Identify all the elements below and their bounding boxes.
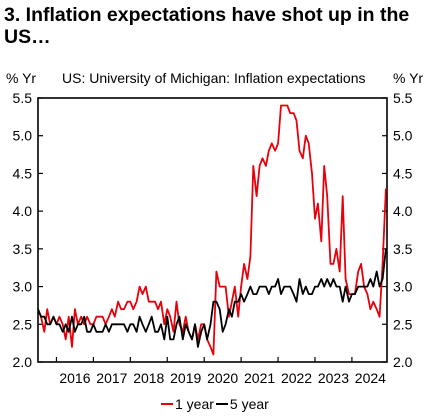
y-tick-label-left: 3.0 xyxy=(13,279,33,295)
y-tick-label-left: 2.0 xyxy=(13,354,33,370)
series-line-1-year xyxy=(37,104,387,356)
plot-frame xyxy=(37,97,388,363)
legend-label-1-year: 1 year xyxy=(175,396,214,412)
x-tick-label: 2016 xyxy=(59,370,90,386)
y-tick-label-left: 4.5 xyxy=(13,165,33,181)
y-tick-label-right: 3.5 xyxy=(393,241,413,257)
legend-swatch-5-year xyxy=(215,403,228,405)
left-axis-unit: % Yr xyxy=(6,70,37,86)
y-tick-label-right: 2.0 xyxy=(393,354,413,370)
y-tick-label-right: 4.0 xyxy=(393,203,413,219)
chart-title: 3. Inflation expectations have shot up i… xyxy=(4,4,410,48)
y-tick-label-right: 3.0 xyxy=(393,279,413,295)
right-axis-unit: % Yr xyxy=(393,70,424,86)
y-tick-label-right: 5.0 xyxy=(393,128,413,144)
y-tick-label-left: 4.0 xyxy=(13,203,33,219)
x-tick-label: 2023 xyxy=(318,370,349,386)
y-tick-label-left: 2.5 xyxy=(13,316,33,332)
y-tick-label-right: 4.5 xyxy=(393,165,413,181)
y-tick-label-left: 5.5 xyxy=(13,90,33,106)
chart-subtitle: US: University of Michigan: Inflation ex… xyxy=(62,70,366,86)
x-tick-label: 2018 xyxy=(133,370,164,386)
y-tick-label-right: 5.5 xyxy=(393,90,413,106)
legend: 1 year 5 year xyxy=(161,396,271,412)
y-tick-label-left: 3.5 xyxy=(13,241,33,257)
x-tick-label: 2020 xyxy=(207,370,238,386)
legend-item-5-year: 5 year xyxy=(215,396,269,412)
x-tick-label: 2019 xyxy=(170,370,201,386)
x-tick-label: 2017 xyxy=(96,370,127,386)
x-tick-label: 2022 xyxy=(281,370,312,386)
x-tick-label: 2021 xyxy=(244,370,275,386)
series-line-5-year xyxy=(37,248,387,348)
legend-label-5-year: 5 year xyxy=(229,396,269,412)
y-tick-label-right: 2.5 xyxy=(393,316,413,332)
y-tick-label-left: 5.0 xyxy=(13,128,33,144)
legend-swatch-1-year xyxy=(161,403,173,405)
x-tick-label: 2024 xyxy=(355,370,386,386)
legend-item-1-year: 1 year xyxy=(161,396,214,412)
